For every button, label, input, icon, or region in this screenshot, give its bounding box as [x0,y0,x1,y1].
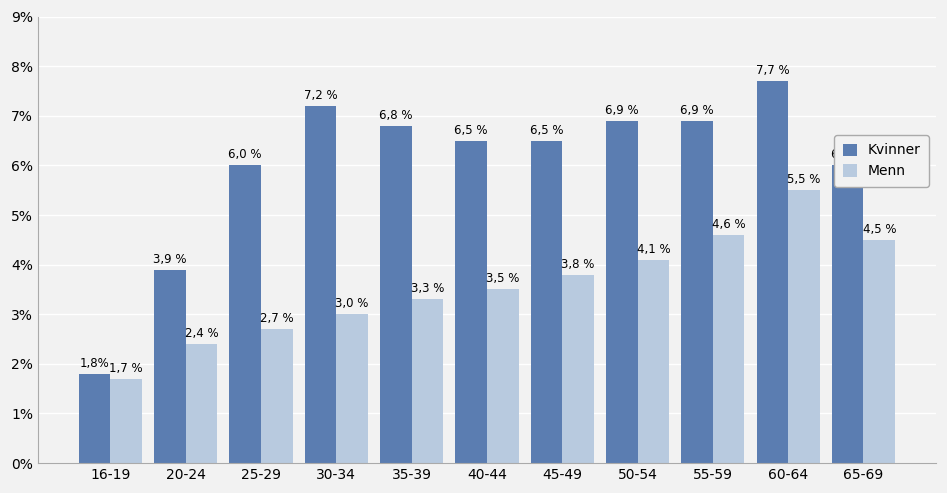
Text: 3,0 %: 3,0 % [335,297,368,310]
Bar [305,106,336,463]
Text: 6,9 %: 6,9 % [680,104,714,117]
Text: 3,8 %: 3,8 % [562,257,595,271]
Text: 6,8 %: 6,8 % [379,109,413,122]
Text: 6,5 %: 6,5 % [529,124,563,137]
Bar [380,126,412,463]
Bar [757,81,788,463]
Bar [261,329,293,463]
Text: 1,8%: 1,8% [80,357,110,370]
Bar [788,190,820,463]
Legend: Kvinner, Menn: Kvinner, Menn [834,135,929,187]
Text: 6,9 %: 6,9 % [605,104,638,117]
Text: 3,3 %: 3,3 % [411,282,444,295]
Text: 6,0 %: 6,0 % [831,148,865,161]
Text: 5,5 %: 5,5 % [787,173,821,186]
Text: 4,5 %: 4,5 % [863,223,896,236]
Text: 3,9 %: 3,9 % [153,252,187,266]
Bar [637,260,670,463]
Bar [563,275,594,463]
Text: 7,7 %: 7,7 % [756,64,789,77]
Text: 3,5 %: 3,5 % [486,273,520,285]
Bar [713,235,744,463]
Text: 2,7 %: 2,7 % [260,312,294,325]
Bar [154,270,186,463]
Bar [864,240,895,463]
Bar [186,344,218,463]
Bar [456,141,487,463]
Bar [336,314,368,463]
Text: 7,2 %: 7,2 % [304,89,337,102]
Text: 4,6 %: 4,6 % [712,218,745,231]
Bar [606,121,637,463]
Bar [229,166,261,463]
Bar [412,299,443,463]
Bar [487,289,519,463]
Bar [681,121,713,463]
Bar [831,166,864,463]
Bar [530,141,563,463]
Text: 1,7 %: 1,7 % [110,362,143,375]
Bar [79,374,111,463]
Bar [111,379,142,463]
Text: 4,1 %: 4,1 % [636,243,670,256]
Text: 6,5 %: 6,5 % [455,124,488,137]
Text: 2,4 %: 2,4 % [185,327,219,340]
Text: 6,0 %: 6,0 % [228,148,262,161]
